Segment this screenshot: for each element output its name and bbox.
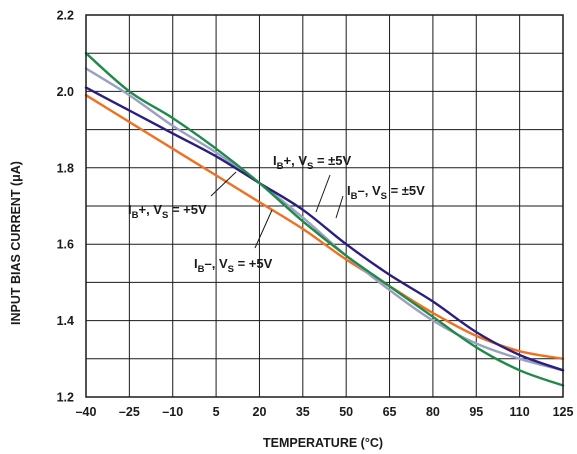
annotation-ib-plus-5v: IB+, VS = +5V [128,202,207,221]
y-tick-label-1: 1.4 [57,314,74,328]
x-tick-label-1: –25 [119,405,140,419]
plot-frame [85,14,564,398]
x-axis-title: TEMPERATURE (°C) [263,436,383,450]
plot-border [85,14,564,398]
x-tick-label-8: 80 [426,405,440,419]
y-tick-label-4: 2.0 [57,85,74,99]
leader-line-ib-plus-pm5v [315,174,331,213]
leader-line-ib-minus-pm5v [335,195,344,219]
annotations: IB+, VS = +5V IB–, VS = +5V IB+, VS = ±5… [128,153,425,275]
annotation-ib-plus-pm5v: IB+, VS = ±5V [273,153,352,172]
annotation-ib-minus-pm5v: IB–, VS = ±5V [347,183,425,202]
annotation-ib-minus-5v: IB–, VS = +5V [194,256,273,275]
y-tick-label-3: 1.8 [57,161,74,175]
x-tick-label-5: 35 [296,405,310,419]
y-tick-label-5: 2.2 [57,9,74,23]
y-tick-label-0: 1.2 [57,391,74,405]
y-tick-label-2: 1.6 [57,238,74,252]
x-tick-label-6: 50 [339,405,353,419]
x-tick-label-11: 125 [553,405,574,419]
x-tick-label-7: 65 [383,405,397,419]
x-tick-label-4: 20 [253,405,267,419]
series-line-3 [84,52,565,387]
grid [85,14,564,398]
series-line-2 [84,86,565,372]
leader-line-ib-minus-5v [254,209,273,249]
leader-line-ib-plus-5v [210,171,237,197]
series-group [84,52,565,387]
x-tick-label-3: 5 [213,405,220,419]
y-tick-labels: 1.2 1.4 1.6 1.8 2.0 2.2 [57,9,74,405]
x-tick-label-0: –40 [76,405,97,419]
x-tick-label-9: 95 [469,405,483,419]
x-tick-labels: –40 –25 –10 5 20 35 50 65 80 95 110 125 [76,405,574,419]
x-tick-label-2: –10 [162,405,183,419]
x-tick-label-10: 110 [510,405,530,419]
y-axis-title: INPUT BIAS CURRENT (μA) [9,161,23,325]
series-line-0 [84,94,565,360]
series-line-1 [84,67,565,372]
